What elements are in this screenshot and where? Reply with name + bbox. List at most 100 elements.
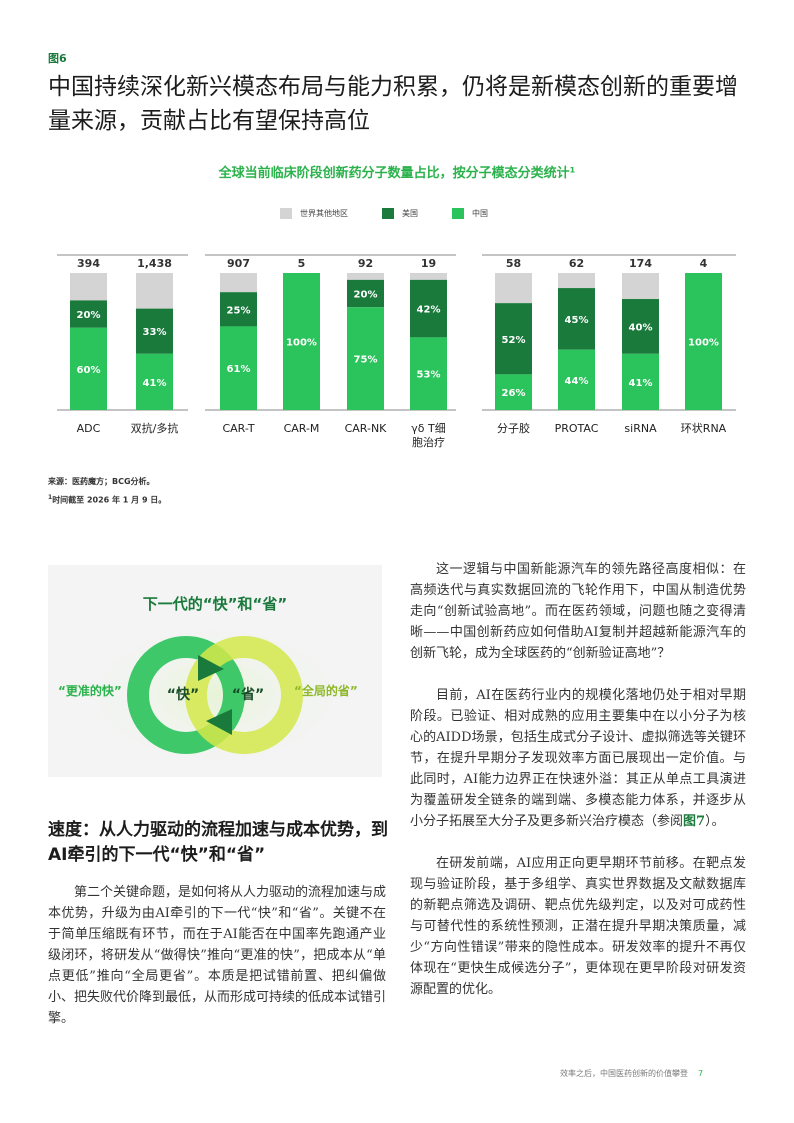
page-number: 7 <box>698 1069 704 1078</box>
category-label: CAR-M <box>284 422 320 435</box>
footer-text: 效率之后，中国医药创新的价值攀登 <box>560 1069 688 1078</box>
section-heading: 速度：从人力驱动的流程加速与成本优势，到AI牵引的下一代“快”和“省” <box>48 820 388 865</box>
category-label: CAR-NK <box>345 422 388 435</box>
bar-segment-us <box>70 300 107 328</box>
category-label: 双抗/多抗 <box>131 421 179 435</box>
bar-china-label: 53% <box>417 370 441 381</box>
left-column: 第二个关键命题，是如何将从人力驱动的流程加速与成本优势，升级为由AI牵引的下一代… <box>48 882 386 1050</box>
bar-us-label: 42% <box>417 305 441 316</box>
category-label: ADC <box>77 422 101 435</box>
chart-source: 来源：医药魔方；BCG分析。 1时间截至 2026 年 1 月 9 日。 <box>48 474 166 509</box>
figure-reference-link[interactable]: 图7 <box>683 814 706 829</box>
bar-total-label: 907 <box>227 257 250 270</box>
save-ring <box>185 636 303 754</box>
legend-label-us: 美国 <box>402 208 418 218</box>
bar-total-label: 1,438 <box>137 257 172 270</box>
paragraph: 目前，AI在医药行业内的规模化落地仍处于相对早期阶段。已验证、相对成熟的应用主要… <box>410 685 746 832</box>
stacked-bar-chart: 394 20% 60% ADC 1,438 33% 41% 双抗/多抗 907 25% 61% CAR… <box>57 254 736 449</box>
paragraph: 第二个关键命题，是如何将从人力驱动的流程加速与成本优势，升级为由AI牵引的下一代… <box>48 885 387 1026</box>
bar-segment-us <box>220 292 257 327</box>
bar-us-label: 33% <box>143 327 167 338</box>
bar-china-label: 100% <box>286 338 317 349</box>
paragraph: 在研发前端，AI应用正向更早期环节前移。在靶点发现与验证阶段，基于多组学、真实世… <box>410 856 746 997</box>
category-label: PROTAC <box>555 422 599 435</box>
legend-item-other: 世界其他地区 <box>280 206 348 220</box>
bar-china-label: 41% <box>629 378 653 389</box>
bar-total-label: 5 <box>298 257 306 270</box>
bar-china-label: 61% <box>227 364 251 375</box>
bar-segment-china <box>622 353 659 410</box>
figure-label: 图6 <box>48 52 67 65</box>
bar-us-label: 40% <box>629 322 653 333</box>
bar-us-label: 25% <box>227 305 251 316</box>
bar-total-label: 58 <box>506 257 521 270</box>
bar-total-label: 19 <box>421 257 436 270</box>
source-line: 来源：医药魔方；BCG分析。 <box>48 477 155 486</box>
footnote-text: 时间截至 2026 年 1 月 9 日。 <box>52 495 167 505</box>
bar-segment-china <box>136 353 173 410</box>
bar-china-label: 41% <box>143 378 167 389</box>
category-label: γδ T细 <box>411 422 445 435</box>
fast-ring-label: “快” <box>167 686 199 703</box>
bar-segment-china <box>410 337 447 410</box>
bar-segment-other <box>410 273 447 280</box>
legend-swatch-other <box>280 207 292 219</box>
bar-total-label: 174 <box>629 257 652 270</box>
bar-us-label: 20% <box>354 290 378 301</box>
bar-segment-china <box>685 273 722 410</box>
paragraph: 这一逻辑与中国新能源汽车的领先路径高度相似：在高频迭代与真实数据回流的飞轮作用下… <box>410 562 746 661</box>
bar-china-label: 44% <box>565 376 589 387</box>
bar-total-label: 4 <box>700 257 708 270</box>
legend-item-us: 美国 <box>382 206 418 220</box>
save-ring-label: “省” <box>232 686 264 703</box>
category-label: 环状RNA <box>681 421 727 435</box>
save-arrow <box>206 709 232 735</box>
fast-and-save-illustration: 下一代的“快”和“省” “更准的快” “全局的省” “快” “省” <box>58 595 358 767</box>
paragraph-tail: ）。 <box>705 814 725 829</box>
bar-segment-other <box>347 273 384 280</box>
category-label: 胞治疗 <box>412 435 445 449</box>
page-footer: 效率之后，中国医药创新的价值攀登 7 <box>560 1068 703 1079</box>
right-column: 这一逻辑与中国新能源汽车的领先路径高度相似：在高频迭代与真实数据回流的飞轮作用下… <box>410 559 746 1021</box>
fast-arrow <box>198 655 224 681</box>
category-label: CAR-T <box>222 422 254 435</box>
legend-label-other: 世界其他地区 <box>300 208 348 218</box>
bar-china-label: 75% <box>354 355 378 366</box>
category-label: 分子胶 <box>497 421 530 435</box>
bar-segment-us <box>558 288 595 350</box>
legend-swatch-china <box>452 207 464 219</box>
footnote-line: 1时间截至 2026 年 1 月 9 日。 <box>48 490 166 509</box>
footnote-mark: 1 <box>48 494 53 501</box>
illustration-title: 下一代的“快”和“省” <box>143 595 287 613</box>
bar-us-label: 45% <box>565 315 589 326</box>
bar-segment-china <box>558 349 595 410</box>
bar-segment-china <box>347 307 384 410</box>
bar-china-label: 26% <box>502 388 526 399</box>
bar-segment-china <box>70 327 107 410</box>
bar-segment-us <box>495 303 532 375</box>
bar-segment-other <box>220 273 257 293</box>
bar-segment-other <box>558 273 595 289</box>
bar-segment-china <box>220 326 257 410</box>
bar-segment-other <box>70 273 107 301</box>
bar-china-label: 60% <box>77 365 101 376</box>
bar-us-label: 20% <box>77 310 101 321</box>
legend-label-china: 中国 <box>472 208 488 218</box>
chart-legend: 世界其他地区 美国 中国 <box>280 206 488 220</box>
bar-segment-us <box>136 308 173 354</box>
page-title: 中国持续深化新兴模态布局与能力积累，仍将是新模态创新的重要增量来源，贡献占比有望… <box>48 74 738 134</box>
right-label: “全局的省” <box>294 683 358 698</box>
left-label: “更准的快” <box>58 683 122 698</box>
bar-us-label: 52% <box>502 335 526 346</box>
bar-total-label: 62 <box>569 257 584 270</box>
bar-segment-us <box>622 299 659 354</box>
bar-total-label: 394 <box>77 257 100 270</box>
category-label: siRNA <box>624 422 657 435</box>
bar-total-label: 92 <box>358 257 373 270</box>
chart-title: 全球当前临床阶段创新药分子数量占比，按分子模态分类统计¹ <box>218 166 576 181</box>
bar-segment-china <box>283 273 320 410</box>
fast-ring <box>127 636 245 754</box>
bar-segment-other <box>136 273 173 309</box>
bar-segment-us <box>410 279 447 338</box>
legend-swatch-us <box>382 207 394 219</box>
